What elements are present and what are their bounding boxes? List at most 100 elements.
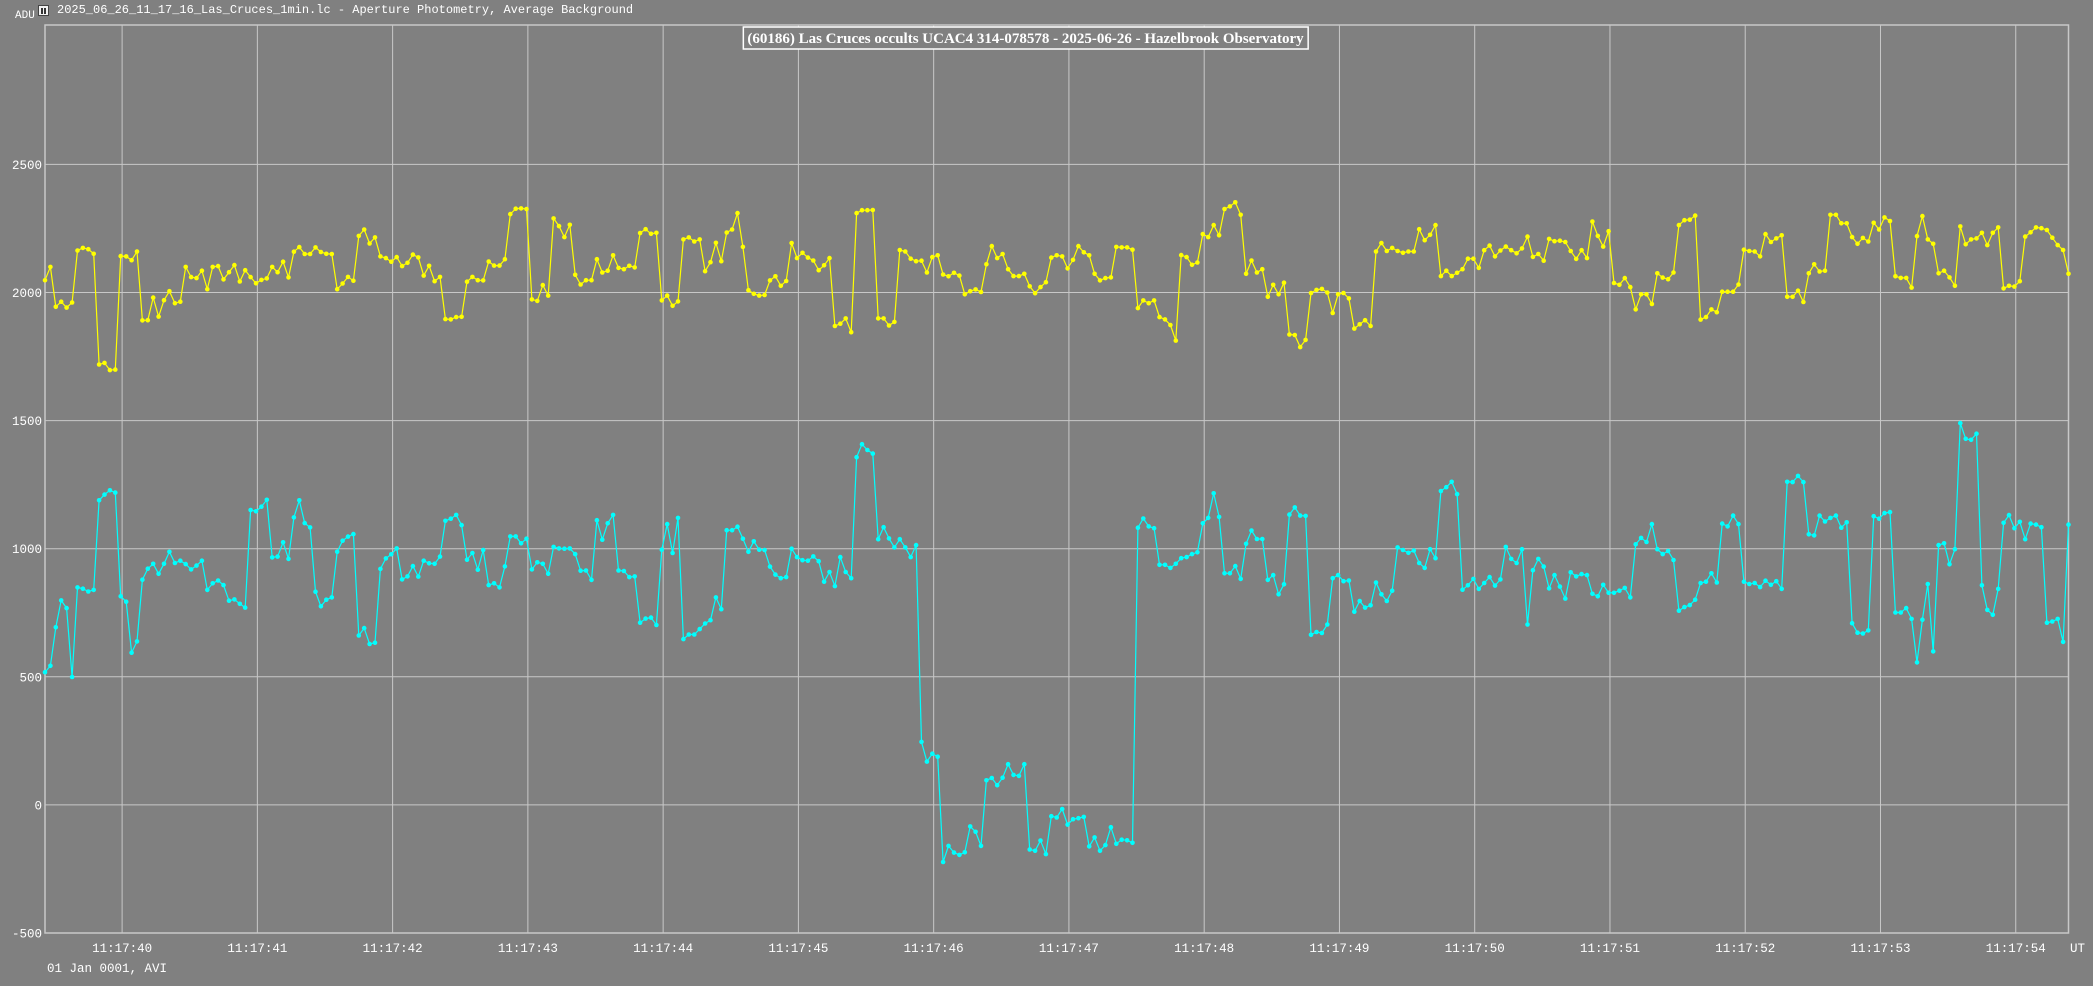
data-point[interactable] bbox=[1189, 551, 1195, 557]
data-point[interactable] bbox=[1930, 649, 1936, 654]
data-point[interactable] bbox=[816, 558, 821, 564]
data-point[interactable] bbox=[48, 264, 53, 270]
data-point[interactable] bbox=[215, 263, 221, 269]
data-point[interactable] bbox=[1920, 213, 1925, 219]
data-point[interactable] bbox=[161, 561, 167, 567]
data-point[interactable] bbox=[1287, 512, 1292, 517]
data-point[interactable] bbox=[1958, 420, 1963, 426]
data-point[interactable] bbox=[1471, 576, 1476, 582]
data-point[interactable] bbox=[984, 778, 989, 783]
data-point[interactable] bbox=[1498, 577, 1503, 582]
data-point[interactable] bbox=[648, 615, 654, 620]
data-point[interactable] bbox=[340, 538, 345, 543]
data-point[interactable] bbox=[578, 568, 583, 573]
data-point[interactable] bbox=[1357, 598, 1362, 604]
data-point[interactable] bbox=[870, 451, 876, 456]
data-point[interactable] bbox=[1097, 278, 1103, 283]
data-point[interactable] bbox=[1514, 251, 1519, 256]
data-point[interactable] bbox=[1292, 332, 1298, 338]
data-point[interactable] bbox=[816, 267, 821, 273]
data-point[interactable] bbox=[508, 534, 513, 539]
data-point[interactable] bbox=[1411, 249, 1417, 254]
data-point[interactable] bbox=[859, 441, 865, 447]
data-point[interactable] bbox=[875, 316, 881, 321]
data-point[interactable] bbox=[1346, 296, 1352, 301]
data-point[interactable] bbox=[1822, 268, 1828, 274]
data-point[interactable] bbox=[1719, 521, 1725, 526]
data-point[interactable] bbox=[1222, 206, 1227, 212]
data-point[interactable] bbox=[1238, 212, 1243, 218]
data-point[interactable] bbox=[1768, 239, 1774, 245]
data-point[interactable] bbox=[632, 574, 637, 579]
data-point[interactable] bbox=[1525, 234, 1530, 239]
data-point[interactable] bbox=[150, 295, 156, 300]
data-point[interactable] bbox=[762, 547, 767, 553]
data-point[interactable] bbox=[1649, 521, 1655, 527]
data-point[interactable] bbox=[1860, 631, 1866, 636]
data-point[interactable] bbox=[654, 622, 659, 628]
data-point[interactable] bbox=[643, 616, 648, 621]
data-point[interactable] bbox=[1903, 275, 1909, 281]
data-point[interactable] bbox=[610, 253, 616, 258]
data-point[interactable] bbox=[1508, 556, 1514, 562]
data-point[interactable] bbox=[356, 633, 362, 638]
data-point[interactable] bbox=[1373, 249, 1379, 254]
data-point[interactable] bbox=[848, 329, 854, 335]
data-point[interactable] bbox=[1373, 580, 1379, 585]
data-point[interactable] bbox=[1817, 269, 1822, 274]
data-point[interactable] bbox=[259, 504, 264, 510]
data-point[interactable] bbox=[1335, 572, 1341, 578]
data-point[interactable] bbox=[1238, 576, 1243, 582]
data-point[interactable] bbox=[2028, 230, 2033, 235]
data-point[interactable] bbox=[1541, 258, 1546, 264]
data-point[interactable] bbox=[1146, 524, 1151, 529]
data-point[interactable] bbox=[1081, 814, 1087, 820]
data-point[interactable] bbox=[1178, 252, 1184, 258]
data-point[interactable] bbox=[1406, 550, 1411, 556]
data-point[interactable] bbox=[637, 620, 643, 625]
data-point[interactable] bbox=[1135, 305, 1141, 311]
data-point[interactable] bbox=[1216, 514, 1222, 520]
data-point[interactable] bbox=[908, 256, 913, 262]
data-point[interactable] bbox=[1530, 254, 1536, 260]
data-point[interactable] bbox=[2044, 620, 2050, 625]
data-point[interactable] bbox=[1573, 256, 1579, 262]
data-point[interactable] bbox=[416, 255, 421, 260]
data-point[interactable] bbox=[1536, 556, 1541, 562]
data-point[interactable] bbox=[178, 558, 183, 563]
data-point[interactable] bbox=[1449, 273, 1454, 279]
data-point[interactable] bbox=[259, 277, 264, 283]
data-point[interactable] bbox=[150, 561, 156, 567]
data-point[interactable] bbox=[1660, 551, 1665, 557]
data-point[interactable] bbox=[1801, 479, 1806, 485]
data-point[interactable] bbox=[794, 554, 800, 560]
data-point[interactable] bbox=[897, 247, 903, 253]
data-point[interactable] bbox=[1930, 241, 1936, 247]
data-point[interactable] bbox=[1465, 256, 1471, 262]
data-point[interactable] bbox=[1638, 292, 1644, 297]
data-point[interactable] bbox=[378, 566, 383, 572]
data-point[interactable] bbox=[919, 258, 924, 264]
data-point[interactable] bbox=[1097, 848, 1103, 854]
data-point[interactable] bbox=[421, 273, 427, 278]
data-point[interactable] bbox=[194, 563, 199, 568]
data-point[interactable] bbox=[2012, 525, 2017, 531]
data-point[interactable] bbox=[2033, 522, 2039, 527]
data-point[interactable] bbox=[957, 852, 962, 858]
data-point[interactable] bbox=[951, 850, 957, 855]
data-point[interactable] bbox=[480, 278, 486, 283]
data-point[interactable] bbox=[129, 650, 134, 655]
data-point[interactable] bbox=[1281, 582, 1287, 587]
data-point[interactable] bbox=[729, 527, 735, 533]
data-point[interactable] bbox=[1038, 838, 1043, 843]
data-point[interactable] bbox=[735, 524, 740, 529]
data-point[interactable] bbox=[1774, 236, 1779, 241]
data-point[interactable] bbox=[719, 258, 724, 264]
data-point[interactable] bbox=[453, 512, 459, 518]
data-point[interactable] bbox=[827, 255, 832, 261]
data-point[interactable] bbox=[1492, 254, 1498, 259]
data-point[interactable] bbox=[589, 577, 594, 583]
data-point[interactable] bbox=[1243, 541, 1249, 547]
data-point[interactable] bbox=[697, 626, 702, 632]
data-point[interactable] bbox=[935, 253, 940, 258]
